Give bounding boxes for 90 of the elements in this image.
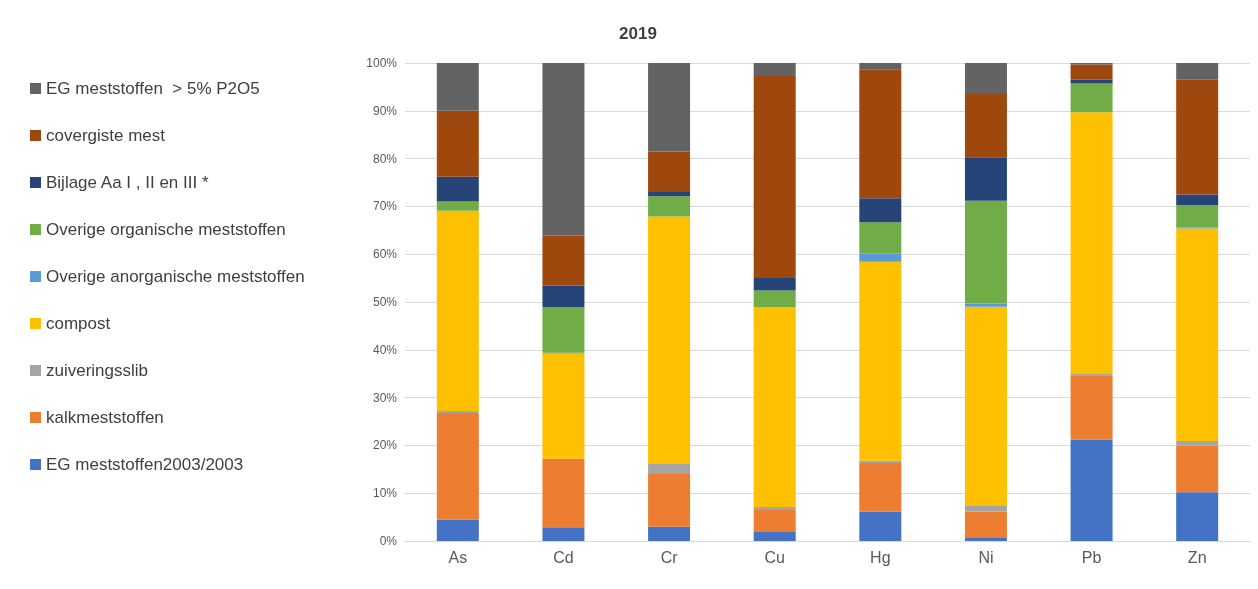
bar — [1176, 194, 1219, 205]
bar — [753, 63, 796, 76]
bar — [542, 527, 585, 541]
legend-label: Overige anorganische meststoffen — [46, 267, 305, 286]
bar — [859, 253, 902, 262]
bar — [859, 63, 902, 70]
y-tick-label: 60% — [372, 247, 398, 262]
bar — [1176, 204, 1219, 228]
bar — [1176, 79, 1219, 195]
bar — [859, 222, 902, 254]
bar — [859, 198, 902, 223]
bar — [542, 63, 585, 236]
bar — [648, 216, 691, 465]
bar — [542, 353, 585, 459]
bar — [753, 75, 796, 279]
chart-title: 2019 — [619, 24, 657, 43]
bar — [964, 303, 1007, 307]
bar — [753, 507, 796, 510]
bar — [1070, 375, 1113, 440]
bar — [436, 110, 479, 177]
bar — [964, 63, 1007, 95]
bar — [964, 537, 1007, 541]
y-tick-label: 0% — [379, 534, 398, 548]
bar — [1070, 112, 1113, 374]
bar — [648, 151, 691, 193]
x-tick-label: Zn — [1187, 548, 1207, 566]
x-tick-label: Cr — [660, 548, 679, 566]
bar — [964, 306, 1007, 506]
bar — [753, 307, 796, 508]
legend-label: Overige organische meststoffen — [46, 220, 286, 239]
bar — [542, 458, 585, 528]
bar — [753, 531, 796, 541]
x-tick-label: As — [448, 548, 468, 566]
x-tick-label: Pb — [1081, 548, 1102, 566]
bar — [964, 505, 1007, 512]
bar — [964, 511, 1007, 538]
bar — [648, 196, 691, 217]
bar — [1070, 439, 1113, 541]
legend-label: EG meststoffen2003/2003 — [46, 455, 244, 474]
bar — [648, 474, 691, 527]
bar — [436, 176, 479, 202]
bar — [542, 235, 585, 286]
y-tick-label: 100% — [366, 56, 398, 70]
bar — [964, 157, 1007, 201]
bar — [436, 412, 479, 520]
bar — [648, 464, 691, 475]
y-tick-label: 50% — [372, 295, 398, 309]
y-tick-label: 70% — [372, 199, 398, 214]
bar — [859, 463, 902, 512]
y-tick-label: 20% — [372, 438, 398, 453]
bar — [1070, 83, 1113, 113]
bar — [859, 261, 902, 461]
bar — [436, 519, 479, 541]
bar — [648, 526, 691, 541]
bar — [964, 94, 1007, 158]
bar — [542, 307, 585, 353]
x-tick-label: Cu — [764, 548, 785, 566]
y-tick-label: 10% — [372, 486, 398, 501]
legend-label: kalkmeststoffen — [46, 408, 164, 427]
y-tick-label: 30% — [372, 390, 398, 405]
bar — [753, 509, 796, 532]
y-tick-label: 40% — [372, 342, 398, 357]
bar — [542, 285, 585, 308]
bar — [1176, 63, 1219, 80]
bar — [1070, 79, 1113, 84]
bar — [1176, 441, 1219, 446]
bar — [436, 201, 479, 211]
y-tick-label: 90% — [372, 103, 398, 118]
legend-label: Bijlage Aa I , II en III * — [46, 173, 209, 192]
bar — [753, 290, 796, 308]
x-tick-label: Cd — [553, 548, 574, 566]
bar — [648, 63, 691, 152]
legend-label: zuiveringsslib — [46, 361, 149, 380]
bar — [1176, 445, 1219, 493]
bar — [436, 210, 479, 411]
bar — [859, 511, 902, 541]
legend-label: compost — [46, 314, 111, 333]
bar — [859, 69, 902, 199]
bar — [1176, 492, 1219, 541]
x-tick-label: Hg — [870, 548, 891, 566]
bar — [964, 200, 1007, 304]
bar — [1176, 228, 1219, 442]
bar — [436, 63, 479, 111]
x-tick-label: Ni — [978, 548, 994, 566]
bar — [753, 278, 796, 291]
bar — [1070, 64, 1113, 80]
bar — [648, 192, 691, 197]
legend-label: covergiste mest — [46, 126, 166, 145]
y-tick-label: 80% — [372, 151, 398, 166]
legend-label: EG meststoffen > 5% P2O5 — [46, 79, 260, 98]
